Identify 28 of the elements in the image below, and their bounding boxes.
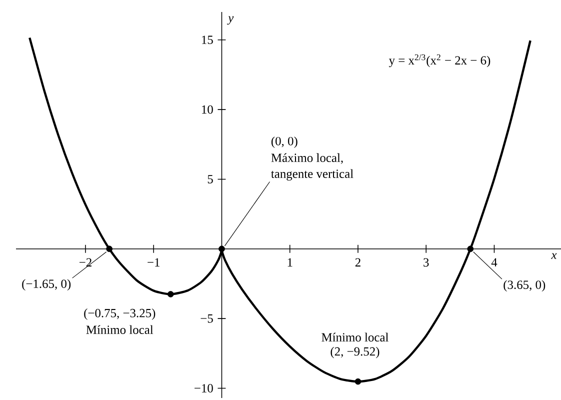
x-axis-title: x <box>551 253 557 259</box>
text: y = x$^{2/3}$(x$^{2}$ − 2x − 6) <box>388 54 490 68</box>
annotation: tangente vertical <box>271 169 354 181</box>
y-tick-label: −5 <box>200 314 213 323</box>
x-tick-label: −2 <box>79 258 92 266</box>
point <box>467 246 474 252</box>
x-tick-label: −1 <box>148 258 160 266</box>
y-tick-label: 5 <box>208 175 213 184</box>
y-axis-title: y <box>227 16 234 25</box>
annotation: (−1.65, 0) <box>22 279 71 291</box>
x-tick-label: 2 <box>355 258 360 266</box>
annotation: (0, 0) <box>271 136 298 148</box>
x-tick-label: 1 <box>288 258 292 266</box>
point <box>106 246 113 252</box>
annotation: (3.65, 0) <box>504 280 546 292</box>
x-tick-label: 3 <box>424 258 429 267</box>
point <box>167 290 174 298</box>
point <box>218 246 225 252</box>
point <box>354 378 362 385</box>
annotation: Mínimo local <box>86 325 154 334</box>
annotation: Mínimo local <box>322 332 388 342</box>
annotation: (2, −9.52) <box>330 346 380 358</box>
annotation: (−0.75, −3.25) <box>84 308 156 320</box>
y-tick-label: −10 <box>194 384 213 392</box>
y-tick-label: 10 <box>202 105 213 114</box>
annotation: Máximo local, <box>271 153 343 164</box>
y-tick-label: 15 <box>202 36 213 44</box>
x-tick-label: 4 <box>491 258 498 266</box>
